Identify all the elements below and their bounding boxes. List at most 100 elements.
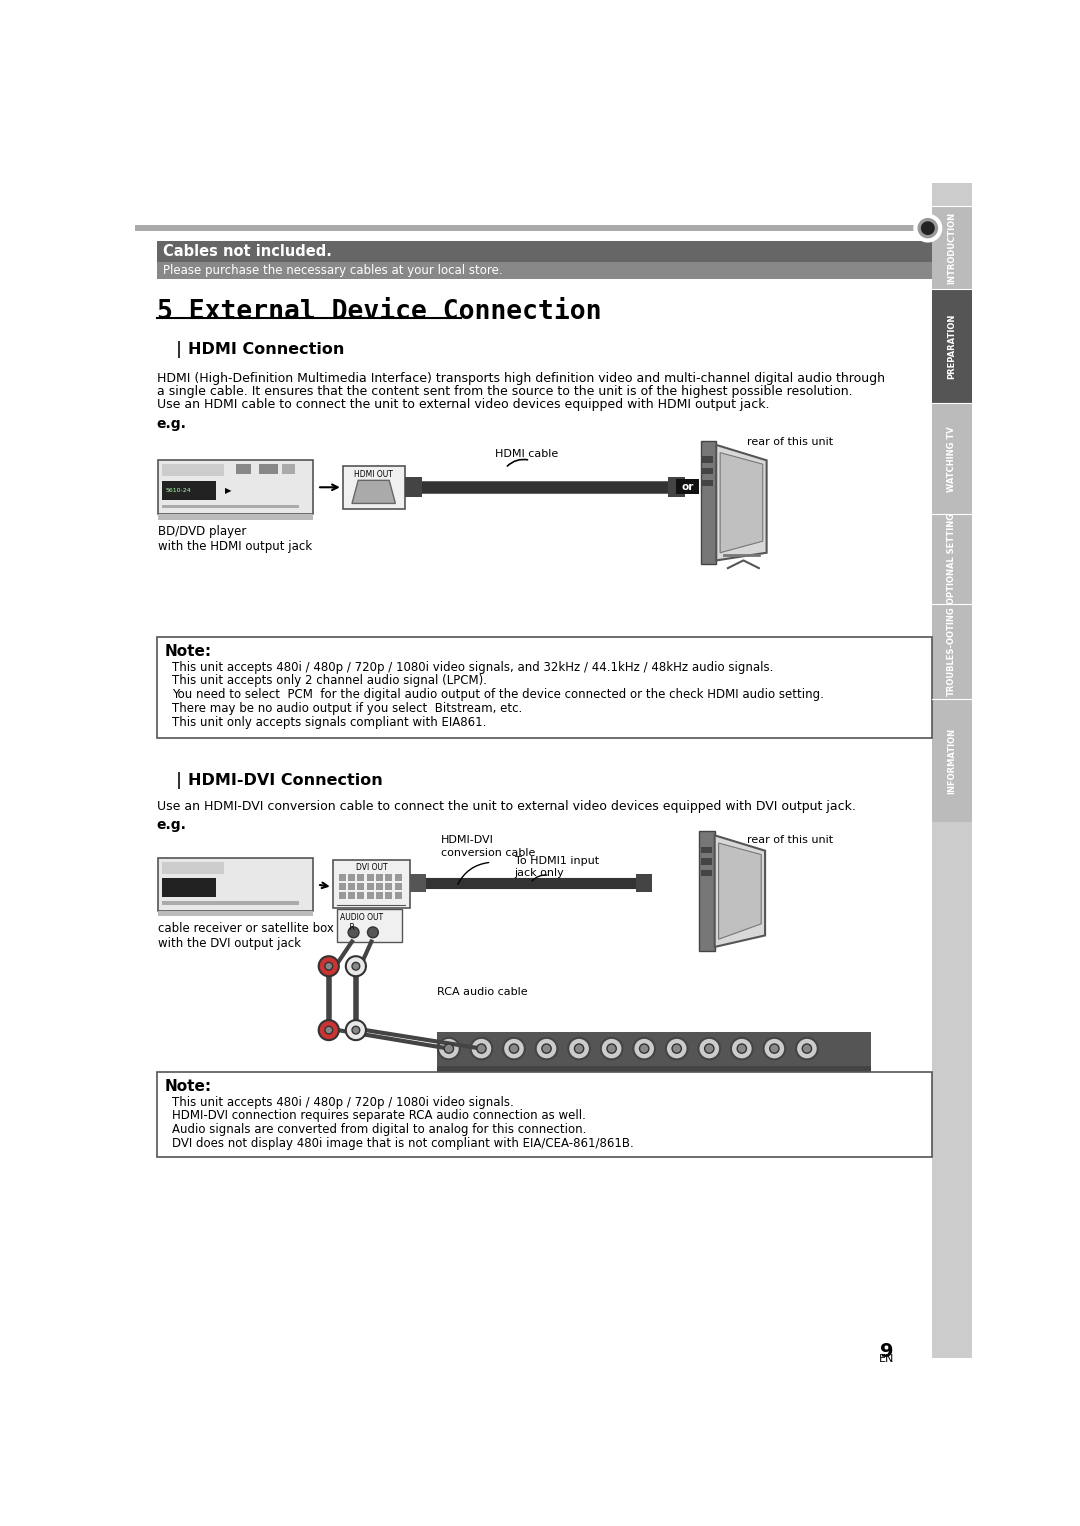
Bar <box>376 874 383 881</box>
Bar <box>177 772 180 789</box>
Bar <box>376 884 383 890</box>
Circle shape <box>738 1044 746 1053</box>
Bar <box>157 262 932 279</box>
Bar <box>367 874 374 881</box>
Bar <box>157 1073 932 1157</box>
Bar <box>159 514 313 520</box>
Bar <box>636 874 652 893</box>
Bar <box>405 478 422 497</box>
Bar <box>135 226 932 230</box>
Polygon shape <box>352 481 395 504</box>
Circle shape <box>704 1044 714 1053</box>
Circle shape <box>802 1044 811 1053</box>
Text: HDMI OUT: HDMI OUT <box>354 470 393 479</box>
Bar <box>159 461 313 514</box>
Text: or: or <box>681 482 693 491</box>
Text: EN: EN <box>879 1354 894 1364</box>
Text: RCA audio cable: RCA audio cable <box>437 987 528 996</box>
Bar <box>157 638 932 737</box>
Bar <box>157 241 932 262</box>
Text: HDMI (High-Definition Multimedia Interface) transports high definition video and: HDMI (High-Definition Multimedia Interfa… <box>157 372 885 385</box>
Circle shape <box>438 1038 460 1059</box>
Bar <box>702 468 713 475</box>
Circle shape <box>471 1038 492 1059</box>
Bar <box>367 893 374 899</box>
Circle shape <box>568 1038 590 1059</box>
Text: Use an HDMI-DVI conversion cable to connect the unit to external video devices e: Use an HDMI-DVI conversion cable to conn… <box>157 800 855 813</box>
Circle shape <box>348 926 359 937</box>
Bar <box>386 874 392 881</box>
Bar <box>162 505 298 508</box>
Bar <box>162 862 225 874</box>
Circle shape <box>352 1027 360 1035</box>
Circle shape <box>770 1044 779 1053</box>
Circle shape <box>607 1044 617 1053</box>
Text: 9: 9 <box>880 1341 893 1361</box>
Bar <box>437 1067 872 1077</box>
Bar <box>932 403 972 514</box>
Text: Use an HDMI cable to connect the unit to external video devices equipped with HD: Use an HDMI cable to connect the unit to… <box>157 398 769 410</box>
Circle shape <box>575 1044 583 1053</box>
Bar <box>282 464 295 475</box>
Bar <box>932 514 972 604</box>
Polygon shape <box>716 446 767 560</box>
Bar <box>394 874 402 881</box>
Bar <box>367 884 374 890</box>
Text: ▶: ▶ <box>225 485 231 494</box>
Text: HDMI-DVI connection requires separate RCA audio connection as well.: HDMI-DVI connection requires separate RC… <box>172 1109 586 1123</box>
Circle shape <box>536 1038 557 1059</box>
Bar <box>162 879 216 897</box>
Text: INTRODUCTION: INTRODUCTION <box>947 212 957 284</box>
Circle shape <box>476 1044 486 1053</box>
Circle shape <box>731 1038 753 1059</box>
Circle shape <box>444 1044 454 1053</box>
Circle shape <box>633 1038 656 1059</box>
Polygon shape <box>718 842 761 940</box>
Text: 5 External Device Connection: 5 External Device Connection <box>157 299 602 325</box>
Bar <box>162 464 225 476</box>
Circle shape <box>699 1038 720 1059</box>
Text: Audio signals are converted from digital to analog for this connection.: Audio signals are converted from digital… <box>172 1123 586 1137</box>
Circle shape <box>639 1044 649 1053</box>
Bar <box>357 874 364 881</box>
Text: rear of this unit: rear of this unit <box>747 835 834 845</box>
Circle shape <box>346 1019 366 1041</box>
Text: This unit accepts 480i / 480p / 720p / 1080i video signals.: This unit accepts 480i / 480p / 720p / 1… <box>172 1096 514 1108</box>
Text: This unit accepts 480i / 480p / 720p / 1080i video signals, and 32kHz / 44.1kHz : This unit accepts 480i / 480p / 720p / 1… <box>172 661 773 673</box>
Circle shape <box>319 1019 339 1041</box>
Text: e.g.: e.g. <box>157 818 187 832</box>
Polygon shape <box>715 835 765 948</box>
Bar <box>394 884 402 890</box>
Bar <box>676 479 699 494</box>
Bar <box>159 859 313 911</box>
Text: 5610-24: 5610-24 <box>166 488 192 493</box>
Circle shape <box>367 926 378 937</box>
Bar <box>932 699 972 823</box>
Text: To HDMI1 input
jack only: To HDMI1 input jack only <box>515 856 599 879</box>
Text: cable receiver or satellite box
with the DVI output jack: cable receiver or satellite box with the… <box>159 922 334 949</box>
Text: e.g.: e.g. <box>157 417 187 432</box>
Text: OPTIONAL SETTING: OPTIONAL SETTING <box>947 513 957 604</box>
Bar <box>437 1032 872 1067</box>
Circle shape <box>319 957 339 977</box>
Bar <box>162 481 216 499</box>
Bar <box>410 874 426 893</box>
Text: DVI OUT: DVI OUT <box>355 864 388 871</box>
Circle shape <box>325 1027 333 1035</box>
Bar <box>702 456 713 462</box>
Polygon shape <box>720 453 762 552</box>
Bar <box>702 479 713 485</box>
Text: AUDIO OUT
    R: AUDIO OUT R <box>340 913 383 932</box>
Bar <box>386 893 392 899</box>
Text: This unit only accepts signals compliant with EIA861.: This unit only accepts signals compliant… <box>172 716 487 729</box>
Text: Note:: Note: <box>164 644 212 659</box>
Bar <box>376 893 383 899</box>
Text: HDMI-DVI Connection: HDMI-DVI Connection <box>188 774 382 787</box>
Bar <box>333 861 410 908</box>
Circle shape <box>672 1044 681 1053</box>
Bar <box>348 884 355 890</box>
Circle shape <box>921 221 935 235</box>
Text: This unit accepts only 2 channel audio signal (LPCM).: This unit accepts only 2 channel audio s… <box>172 674 487 687</box>
Circle shape <box>352 963 360 971</box>
Text: There may be no audio output if you select  Bitstream, etc.: There may be no audio output if you sele… <box>172 702 523 716</box>
